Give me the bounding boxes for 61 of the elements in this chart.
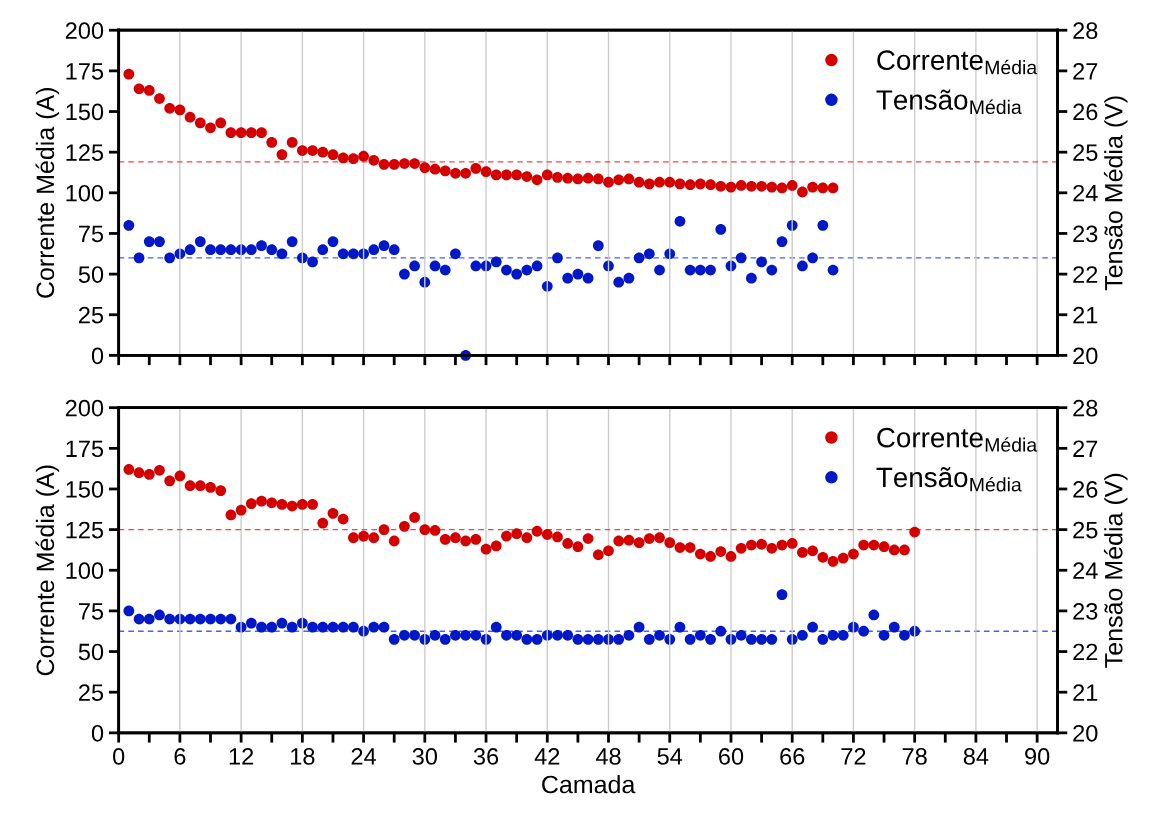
x-tick-label: 18 <box>291 748 315 765</box>
y-tick-label: 150 <box>66 481 104 498</box>
x-tick-label: 84 <box>963 748 989 765</box>
x-tick-label: 60 <box>719 748 744 765</box>
y-tick-label: 175 <box>66 440 104 458</box>
legend-label: Corrente$_{Média}$ <box>877 427 1038 452</box>
y-tick-label: 0 <box>91 724 104 742</box>
y-tick-label: 100 <box>66 562 104 580</box>
x-tick-label: 66 <box>780 748 805 765</box>
x-axis-title: Camada <box>542 775 636 794</box>
y2-tick-label: 20 <box>1073 724 1098 742</box>
y2-tick-label: 25 <box>1073 144 1098 161</box>
y2-tick-label: 23 <box>1073 225 1098 243</box>
x-tick-label: 42 <box>534 748 560 765</box>
y2-tick-label: 21 <box>1073 684 1098 701</box>
y-tick-label: 50 <box>78 643 104 661</box>
y2-tick-label: 26 <box>1073 481 1098 498</box>
y2-tick-label: 28 <box>1073 22 1098 40</box>
legend-label: Tensão$_{Média}$ <box>876 467 1022 492</box>
x-tick-label: 24 <box>351 748 377 765</box>
y2-tick-label: 27 <box>1073 440 1098 457</box>
y-tick-label: 50 <box>78 266 104 283</box>
x-tick-label: 72 <box>841 748 866 765</box>
x-tick-label: 48 <box>595 748 621 765</box>
y2-tick-label: 24 <box>1073 562 1098 579</box>
y-tick-label: 175 <box>66 63 104 80</box>
x-tick-label: 12 <box>229 748 254 765</box>
y2-tick-label: 25 <box>1073 521 1098 539</box>
x-tick-label: 78 <box>902 748 927 765</box>
y-tick-label: 150 <box>66 103 104 121</box>
y-tick-label: 200 <box>65 399 104 417</box>
y2-tick-label: 22 <box>1073 266 1098 283</box>
y2-tick-label: 27 <box>1073 62 1098 80</box>
y-tick-label: 75 <box>79 225 104 243</box>
y2-tick-label: 20 <box>1073 347 1098 365</box>
y-tick-label: 100 <box>66 184 104 202</box>
y2-tick-label: 23 <box>1073 602 1098 620</box>
legend-label: Tensão$_{Média}$ <box>876 89 1022 115</box>
y-tick-label: 125 <box>66 144 104 161</box>
x-tick-label: 0 <box>113 748 125 765</box>
y-tick-label: 200 <box>65 22 104 40</box>
y-tick-label: 25 <box>79 684 104 701</box>
y-tick-label: 75 <box>79 603 104 620</box>
y2-tick-label: 26 <box>1073 103 1098 121</box>
x-tick-label: 90 <box>1025 748 1050 765</box>
y2-tick-label: 24 <box>1073 184 1098 202</box>
y2-axis-title: Tensão Média (V) <box>1103 473 1128 668</box>
x-tick-label: 54 <box>657 748 683 765</box>
x-tick-label: 30 <box>412 748 438 765</box>
x-tick-label: 36 <box>473 748 499 765</box>
y2-tick-label: 22 <box>1073 643 1098 661</box>
y2-tick-label: 28 <box>1073 399 1098 417</box>
y-axis-title: Corrente Média (A) <box>35 88 60 298</box>
y-tick-label: 0 <box>91 347 104 365</box>
x-tick-label: 6 <box>174 748 186 765</box>
legend-label: Corrente$_{Média}$ <box>877 50 1038 75</box>
y-tick-label: 125 <box>66 521 104 539</box>
y2-axis-title: Tensão Média (V) <box>1103 96 1128 291</box>
y2-tick-label: 21 <box>1073 306 1098 324</box>
y-axis-title: Corrente Média (A) <box>35 465 60 676</box>
y-tick-label: 25 <box>79 306 104 324</box>
